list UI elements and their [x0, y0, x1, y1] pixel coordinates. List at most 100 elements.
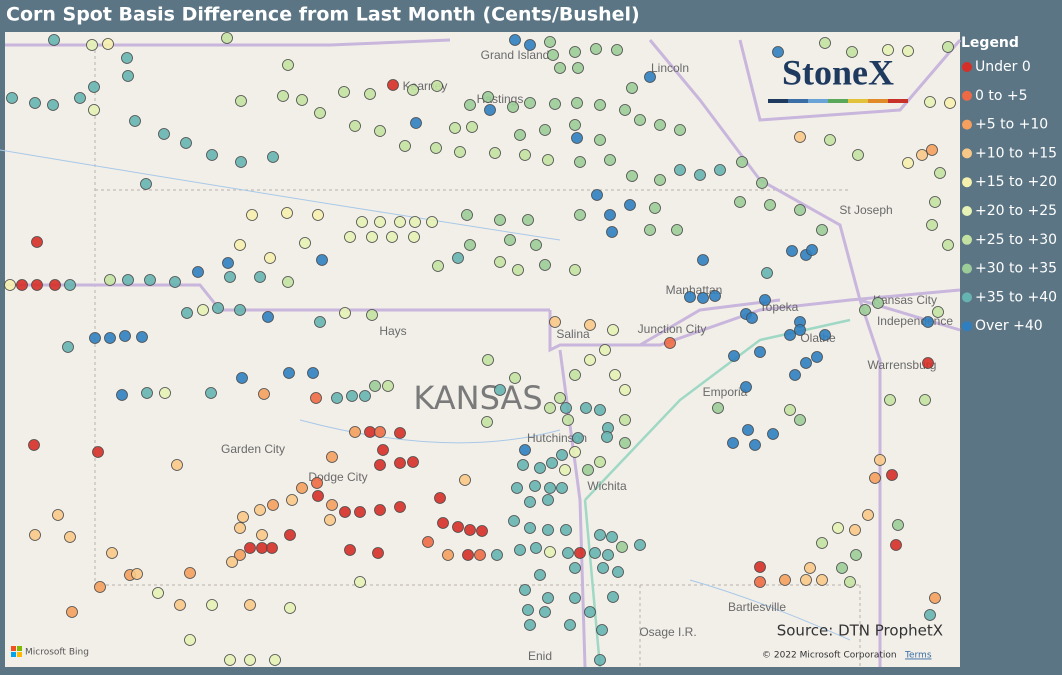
site-dot[interactable]	[28, 439, 40, 451]
site-dot[interactable]	[671, 224, 683, 236]
site-dot[interactable]	[121, 52, 133, 64]
site-dot[interactable]	[507, 101, 519, 113]
site-dot[interactable]	[606, 531, 618, 543]
terms-link[interactable]: Terms	[904, 651, 932, 661]
site-dot[interactable]	[574, 209, 586, 221]
site-dot[interactable]	[374, 216, 386, 228]
site-dot[interactable]	[819, 37, 831, 49]
site-dot[interactable]	[697, 292, 709, 304]
site-dot[interactable]	[902, 45, 914, 57]
site-dot[interactable]	[761, 267, 773, 279]
legend-marker[interactable]	[962, 90, 972, 101]
site-dot[interactable]	[432, 260, 444, 272]
site-dot[interactable]	[374, 504, 386, 516]
site-dot[interactable]	[574, 156, 586, 168]
site-dot[interactable]	[311, 477, 323, 489]
site-dot[interactable]	[454, 146, 466, 158]
site-dot[interactable]	[869, 472, 881, 484]
site-dot[interactable]	[514, 129, 526, 141]
site-dot[interactable]	[542, 592, 554, 604]
site-dot[interactable]	[131, 568, 143, 580]
site-dot[interactable]	[366, 231, 378, 243]
site-dot[interactable]	[569, 46, 581, 58]
site-dot[interactable]	[756, 177, 768, 189]
site-dot[interactable]	[316, 254, 328, 266]
legend-marker[interactable]	[962, 177, 972, 188]
site-dot[interactable]	[122, 70, 134, 82]
site-dot[interactable]	[102, 38, 114, 50]
site-dot[interactable]	[262, 311, 274, 323]
site-dot[interactable]	[459, 474, 471, 486]
site-dot[interactable]	[594, 529, 606, 541]
site-dot[interactable]	[542, 154, 554, 166]
site-dot[interactable]	[544, 546, 556, 558]
site-dot[interactable]	[674, 124, 686, 136]
site-dot[interactable]	[354, 506, 366, 518]
site-dot[interactable]	[556, 482, 568, 494]
site-dot[interactable]	[524, 522, 536, 534]
site-dot[interactable]	[584, 606, 596, 618]
site-dot[interactable]	[106, 547, 118, 559]
site-dot[interactable]	[494, 384, 506, 396]
site-dot[interactable]	[924, 609, 936, 621]
site-dot[interactable]	[819, 329, 831, 341]
site-dot[interactable]	[517, 459, 529, 471]
site-dot[interactable]	[511, 482, 523, 494]
site-dot[interactable]	[474, 549, 486, 561]
site-dot[interactable]	[594, 134, 606, 146]
site-dot[interactable]	[694, 169, 706, 181]
site-dot[interactable]	[800, 574, 812, 586]
site-dot[interactable]	[789, 369, 801, 381]
site-dot[interactable]	[324, 514, 336, 526]
site-dot[interactable]	[426, 216, 438, 228]
site-dot[interactable]	[159, 387, 171, 399]
site-dot[interactable]	[234, 549, 246, 561]
site-dot[interactable]	[539, 606, 551, 618]
site-dot[interactable]	[714, 164, 726, 176]
site-dot[interactable]	[152, 587, 164, 599]
site-dot[interactable]	[122, 274, 134, 286]
site-dot[interactable]	[254, 504, 266, 516]
site-dot[interactable]	[556, 449, 568, 461]
site-dot[interactable]	[624, 199, 636, 211]
site-dot[interactable]	[234, 522, 246, 534]
legend-label[interactable]: +5 to +10	[975, 117, 1048, 133]
site-dot[interactable]	[491, 549, 503, 561]
site-dot[interactable]	[542, 524, 554, 536]
site-dot[interactable]	[800, 357, 812, 369]
site-dot[interactable]	[634, 539, 646, 551]
site-dot[interactable]	[740, 381, 752, 393]
site-dot[interactable]	[409, 216, 421, 228]
legend-marker[interactable]	[962, 292, 972, 303]
site-dot[interactable]	[942, 239, 954, 251]
site-dot[interactable]	[872, 297, 884, 309]
site-dot[interactable]	[572, 432, 584, 444]
site-dot[interactable]	[349, 426, 361, 438]
site-dot[interactable]	[434, 492, 446, 504]
site-dot[interactable]	[616, 541, 628, 553]
site-dot[interactable]	[386, 231, 398, 243]
site-dot[interactable]	[736, 156, 748, 168]
site-dot[interactable]	[476, 525, 488, 537]
site-dot[interactable]	[922, 357, 934, 369]
site-dot[interactable]	[256, 542, 268, 554]
site-dot[interactable]	[359, 390, 371, 402]
site-dot[interactable]	[569, 369, 581, 381]
site-dot[interactable]	[197, 304, 209, 316]
site-dot[interactable]	[364, 426, 376, 438]
site-dot[interactable]	[296, 482, 308, 494]
site-dot[interactable]	[236, 372, 248, 384]
site-dot[interactable]	[47, 99, 59, 111]
site-dot[interactable]	[235, 95, 247, 107]
site-dot[interactable]	[524, 619, 536, 631]
site-dot[interactable]	[844, 576, 856, 588]
site-dot[interactable]	[794, 414, 806, 426]
site-dot[interactable]	[767, 428, 779, 440]
site-dot[interactable]	[519, 149, 531, 161]
site-dot[interactable]	[331, 392, 343, 404]
site-dot[interactable]	[267, 151, 279, 163]
legend-label[interactable]: +25 to +30	[975, 232, 1057, 248]
site-dot[interactable]	[349, 120, 361, 132]
site-dot[interactable]	[224, 271, 236, 283]
site-dot[interactable]	[784, 404, 796, 416]
